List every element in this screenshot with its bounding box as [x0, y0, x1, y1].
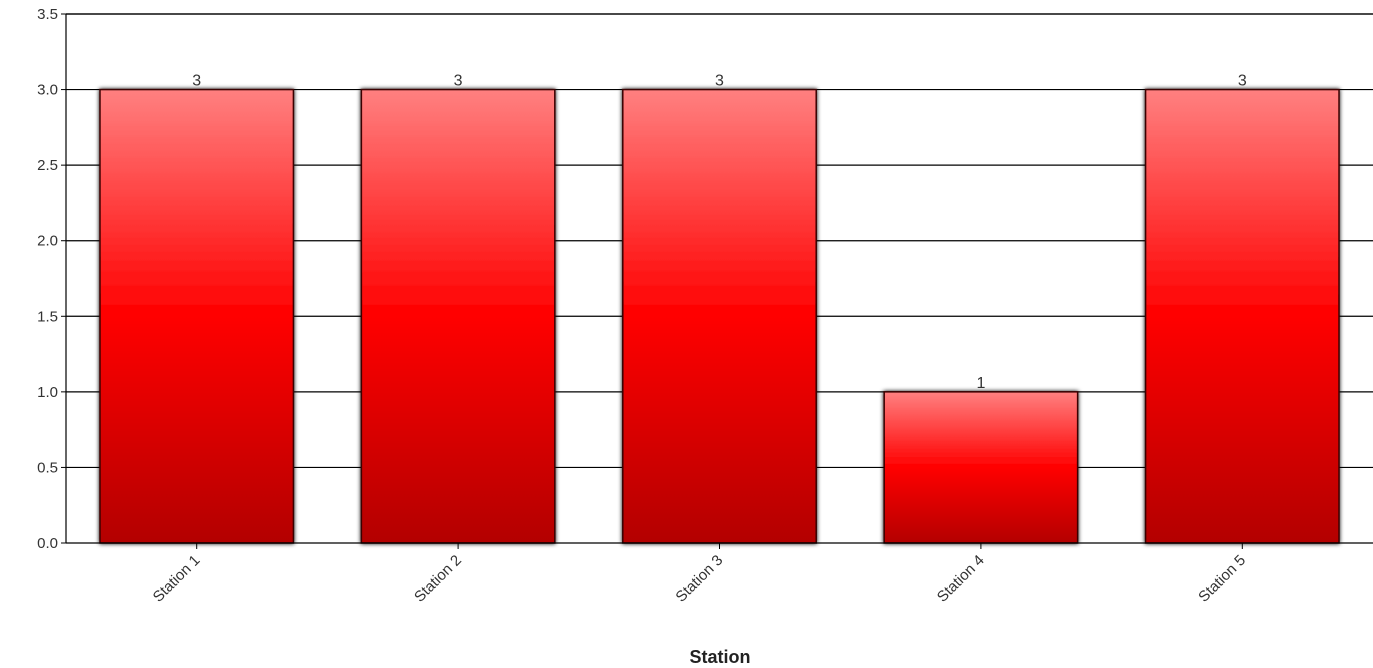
bar-5[interactable] [1144, 88, 1340, 544]
y-tick-label: 3.5 [37, 6, 58, 23]
y-tick-label: 1.5 [37, 308, 58, 325]
x-tick-label: Station 4 [934, 552, 988, 606]
x-tick-label: Station 2 [411, 552, 465, 606]
bar-value-label: 3 [192, 73, 201, 90]
bar-value-label: 3 [1238, 73, 1247, 90]
bar-2[interactable] [360, 88, 556, 544]
y-axis-ticks: 0.0 0.5 1.0 1.5 2.0 2.5 3.0 3.5 [37, 6, 66, 552]
bar-value-label: 1 [976, 375, 985, 392]
y-tick-label: 0.0 [37, 535, 58, 552]
bar-3[interactable] [622, 88, 817, 544]
bar-value-label: 3 [715, 73, 724, 90]
y-tick-label: 2.0 [37, 233, 58, 250]
x-tick-label: Station 1 [150, 552, 204, 606]
bar-4[interactable] [883, 391, 1079, 544]
bar-value-label: 3 [454, 73, 463, 90]
data-labels: 3 3 3 1 3 [192, 73, 1247, 392]
y-tick-label: 2.5 [37, 157, 58, 174]
bars [99, 88, 1340, 544]
x-axis-ticks: Station 1 Station 2 Station 3 Station 4 Stat… [150, 543, 1249, 606]
y-tick-label: 3.0 [37, 82, 58, 99]
x-tick-label: Station 5 [1195, 552, 1249, 606]
x-axis-title: Station [690, 647, 751, 667]
x-tick-label: Station 3 [672, 552, 726, 606]
y-tick-label: 1.0 [37, 384, 58, 401]
y-tick-label: 0.5 [37, 459, 58, 476]
bar-1[interactable] [99, 88, 295, 544]
